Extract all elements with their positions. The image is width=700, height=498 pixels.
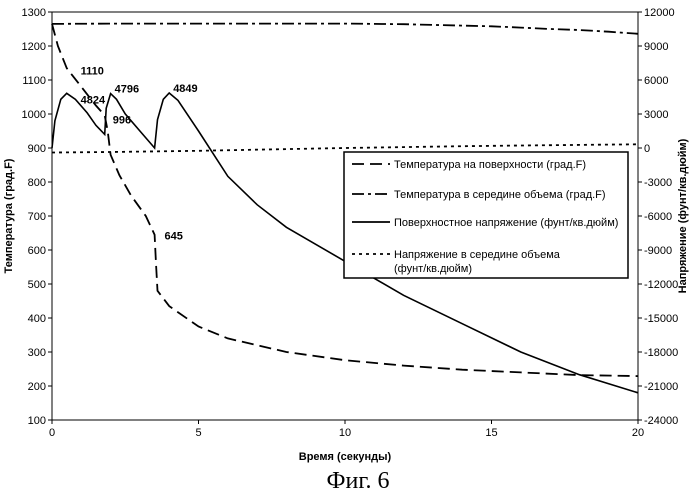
right-tick-label: -6000	[644, 211, 672, 223]
left-tick-label: 100	[28, 415, 46, 427]
right-tick-label: 9000	[644, 41, 668, 53]
left-axis-title: Температура (град.F)	[3, 158, 15, 273]
x-axis-title: Время (секунды)	[299, 451, 392, 463]
data-label: 4824	[81, 94, 106, 106]
right-tick-label: 12000	[644, 7, 675, 19]
data-label: 996	[113, 114, 131, 126]
left-tick-label: 200	[28, 381, 46, 393]
left-tick-label: 300	[28, 347, 46, 359]
left-tick-label: 900	[28, 143, 46, 155]
x-tick-label: 10	[339, 427, 351, 439]
left-tick-label: 800	[28, 177, 46, 189]
annotation-layer: 1110 4824 4796 4849 996 645	[81, 66, 198, 243]
series-line-2	[52, 24, 638, 34]
data-label: 645	[165, 231, 183, 243]
left-tick-label: 1200	[22, 41, 46, 53]
right-tick-label: -24000	[644, 415, 678, 427]
right-tick-label: 6000	[644, 75, 668, 87]
right-tick-label: -12000	[644, 279, 678, 291]
legend-label-2: Температура в середине объема (град.F)	[394, 189, 606, 201]
right-tick-label: 3000	[644, 109, 668, 121]
right-tick-label: 0	[644, 143, 650, 155]
left-tick-label: 600	[28, 245, 46, 257]
left-tick-label: 1100	[22, 75, 46, 87]
legend-label-3: Поверхностное напряжение (фунт/кв.дюйм)	[394, 217, 618, 229]
right-tick-label: -15000	[644, 313, 678, 325]
legend-label-1: Температура на поверхности (град.F)	[394, 159, 586, 171]
right-tick-label: -21000	[644, 381, 678, 393]
left-tick-label: 400	[28, 313, 46, 325]
x-axis-ticks: 0 5 10 15 20	[49, 420, 644, 439]
right-tick-label: -18000	[644, 347, 678, 359]
right-axis-ticks: -24000 -21000 -18000 -15000 -12000 -9000 -6000…	[638, 7, 678, 427]
x-tick-label: 20	[632, 427, 644, 439]
legend: Температура на поверхности (град.F) Темпе…	[344, 152, 628, 278]
left-tick-label: 500	[28, 279, 46, 291]
left-tick-label: 1000	[22, 109, 46, 121]
x-tick-label: 0	[49, 427, 55, 439]
right-tick-label: -3000	[644, 177, 672, 189]
x-tick-label: 5	[195, 427, 201, 439]
data-label: 4796	[115, 84, 139, 96]
left-axis-ticks: 100 200 300 400 500 600 700 800 900 1000 1100 1200 1…	[22, 7, 52, 427]
right-axis-title: Напряжение (фунт/кв.дюйм)	[677, 138, 689, 293]
data-label: 1110	[81, 66, 104, 78]
right-tick-label: -9000	[644, 245, 672, 257]
data-label: 4849	[173, 83, 197, 95]
figure-caption: Фиг. 6	[327, 468, 390, 494]
left-tick-label: 1300	[22, 7, 46, 19]
x-tick-label: 15	[485, 427, 497, 439]
left-tick-label: 700	[28, 211, 46, 223]
